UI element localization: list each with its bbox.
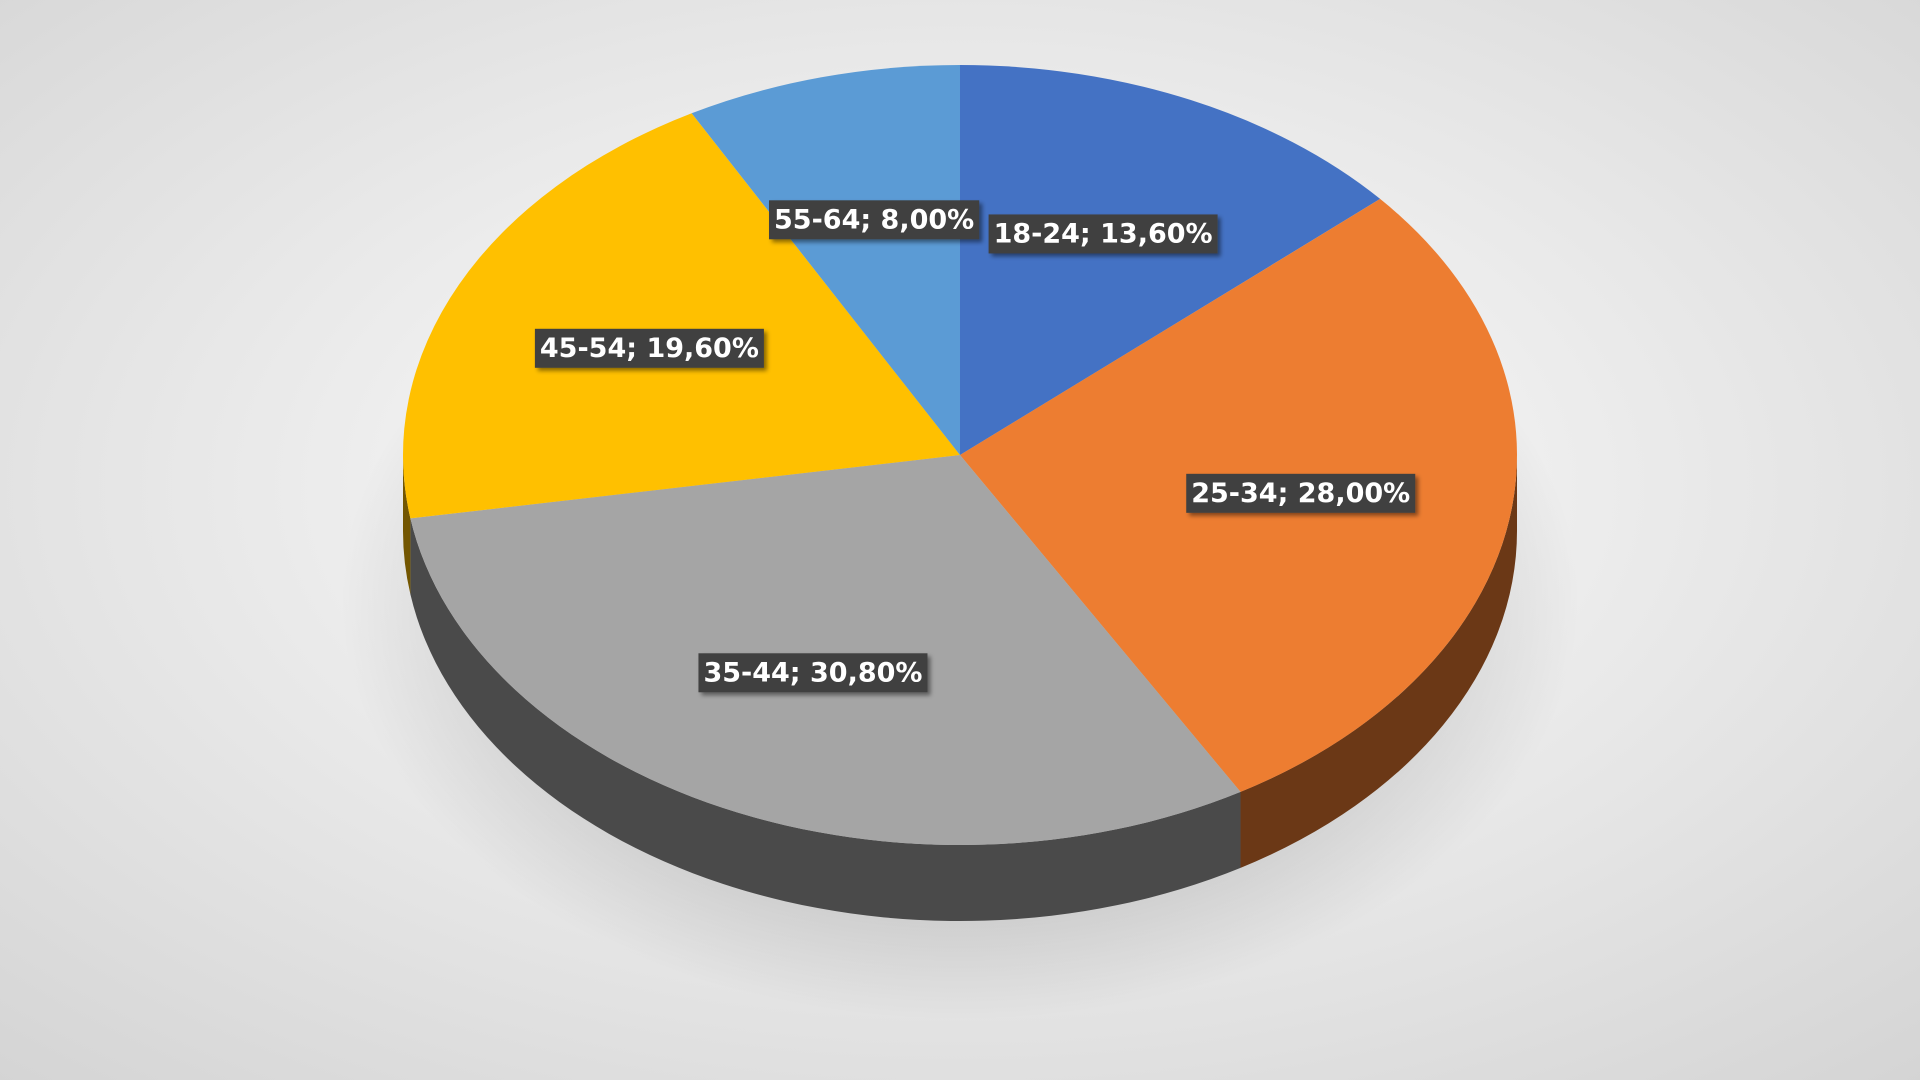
data-label: 55-64; 8,00% bbox=[774, 204, 974, 235]
data-label-box bbox=[988, 214, 1218, 254]
data-label-group: 25-34; 28,00% bbox=[1186, 473, 1416, 513]
data-label: 25-34; 28,00% bbox=[1191, 478, 1410, 509]
slice bbox=[403, 113, 960, 519]
data-label: 45-54; 19,60% bbox=[540, 333, 759, 364]
data-label: 18-24; 13,60% bbox=[994, 218, 1213, 249]
data-label-group: 45-54; 19,60% bbox=[534, 328, 764, 368]
data-label-box bbox=[769, 200, 980, 240]
data-label: 35-44; 30,80% bbox=[703, 657, 922, 688]
data-label-box bbox=[534, 328, 764, 368]
data-label-group: 18-24; 13,60% bbox=[988, 214, 1218, 254]
data-label-group: 55-64; 8,00% bbox=[769, 200, 980, 240]
slice-side bbox=[1240, 455, 1517, 868]
slice bbox=[410, 455, 1241, 845]
data-label-box bbox=[698, 653, 928, 693]
data-label-group: 35-44; 30,80% bbox=[698, 653, 928, 693]
data-label-box bbox=[1186, 473, 1416, 513]
slice bbox=[960, 65, 1381, 455]
slice-side bbox=[403, 455, 411, 595]
slice bbox=[691, 65, 960, 455]
slice-side bbox=[410, 518, 1241, 921]
